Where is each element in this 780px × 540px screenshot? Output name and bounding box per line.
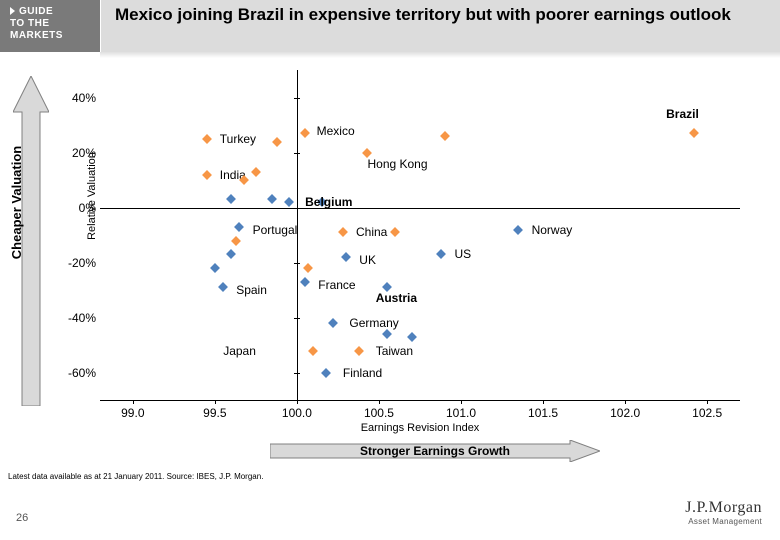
zero-line bbox=[100, 208, 740, 209]
data-point bbox=[202, 134, 212, 144]
header: GUIDE TO THE MARKETS Mexico joining Braz… bbox=[0, 0, 780, 52]
data-point bbox=[436, 249, 446, 259]
country-label: Spain bbox=[236, 283, 267, 297]
country-label: Germany bbox=[349, 316, 398, 330]
data-point bbox=[235, 222, 245, 232]
x-tick-label: 101.5 bbox=[528, 406, 558, 420]
page-number: 26 bbox=[16, 512, 28, 524]
x-tick-label: 99.0 bbox=[121, 406, 144, 420]
scatter-plot: -60%-40%-20%0%20%40%99.099.5100.0100.510… bbox=[100, 70, 740, 400]
y-tick-label: -20% bbox=[68, 256, 96, 270]
x-axis-arrow: Stronger Earnings Growth bbox=[270, 440, 600, 462]
y-axis-outer-label: Cheaper Valuation bbox=[9, 146, 24, 259]
data-point bbox=[300, 277, 310, 287]
data-point bbox=[338, 227, 348, 237]
country-label: Norway bbox=[532, 223, 573, 237]
data-point bbox=[407, 332, 417, 342]
country-label: Austria bbox=[376, 291, 417, 305]
country-label: Hong Kong bbox=[367, 157, 427, 171]
x-axis-line bbox=[100, 400, 740, 401]
x-tick-label: 102.0 bbox=[610, 406, 640, 420]
data-point bbox=[251, 167, 261, 177]
country-label: Turkey bbox=[220, 132, 256, 146]
x-tick-label: 100.0 bbox=[282, 406, 312, 420]
data-point bbox=[354, 346, 364, 356]
country-label: Mexico bbox=[317, 124, 355, 138]
title-shadow bbox=[100, 52, 780, 58]
country-label: Taiwan bbox=[376, 344, 413, 358]
country-label: Japan bbox=[223, 344, 256, 358]
data-point bbox=[303, 263, 313, 273]
country-label: Belgium bbox=[305, 195, 352, 209]
data-point bbox=[284, 197, 294, 207]
logo-top: J.P.Morgan bbox=[685, 499, 762, 517]
data-point bbox=[272, 137, 282, 147]
data-point bbox=[390, 227, 400, 237]
country-label: UK bbox=[359, 253, 376, 267]
data-point bbox=[328, 318, 338, 328]
data-point bbox=[226, 249, 236, 259]
data-point bbox=[382, 329, 392, 339]
guide-line3: MARKETS bbox=[10, 30, 63, 41]
data-point bbox=[226, 194, 236, 204]
y-axis-inner-label: Relative Valuation bbox=[86, 152, 98, 240]
country-label: Finland bbox=[343, 366, 382, 380]
data-point bbox=[341, 252, 351, 262]
y-tick-label: 40% bbox=[72, 91, 96, 105]
data-point bbox=[514, 225, 524, 235]
data-point bbox=[218, 282, 228, 292]
data-point bbox=[689, 128, 699, 138]
data-point bbox=[440, 131, 450, 141]
source-footnote: Latest data available as at 21 January 2… bbox=[8, 472, 263, 481]
country-label: Portugal bbox=[253, 223, 298, 237]
x-tick-label: 100.5 bbox=[364, 406, 394, 420]
jpmorgan-logo: J.P.Morgan Asset Management bbox=[685, 499, 762, 526]
data-point bbox=[202, 170, 212, 180]
country-label: France bbox=[318, 278, 355, 292]
guide-line2: TO THE bbox=[10, 18, 49, 29]
data-point bbox=[267, 194, 277, 204]
x-axis-inner-label: Earnings Revision Index bbox=[100, 422, 740, 434]
data-point bbox=[231, 236, 241, 246]
guide-to-markets-badge: GUIDE TO THE MARKETS bbox=[0, 0, 100, 52]
data-point bbox=[210, 263, 220, 273]
data-point bbox=[308, 346, 318, 356]
y-tick-label: -60% bbox=[68, 366, 96, 380]
guide-line1: GUIDE bbox=[19, 6, 53, 17]
data-point bbox=[322, 368, 332, 378]
x-axis-outer-label: Stronger Earnings Growth bbox=[270, 444, 600, 458]
y-tick-label: 20% bbox=[72, 146, 96, 160]
logo-bottom: Asset Management bbox=[685, 517, 762, 526]
country-label: US bbox=[454, 247, 471, 261]
country-label: Brazil bbox=[666, 107, 699, 121]
x-tick-label: 101.0 bbox=[446, 406, 476, 420]
y-tick-label: -40% bbox=[68, 311, 96, 325]
slide-title: Mexico joining Brazil in expensive terri… bbox=[100, 0, 780, 52]
x-tick-label: 102.5 bbox=[692, 406, 722, 420]
guide-arrow-icon bbox=[10, 7, 15, 15]
x-tick-label: 99.5 bbox=[203, 406, 226, 420]
country-label: China bbox=[356, 225, 387, 239]
data-point bbox=[300, 128, 310, 138]
data-point bbox=[239, 175, 249, 185]
y-tick-label: 0% bbox=[79, 201, 96, 215]
